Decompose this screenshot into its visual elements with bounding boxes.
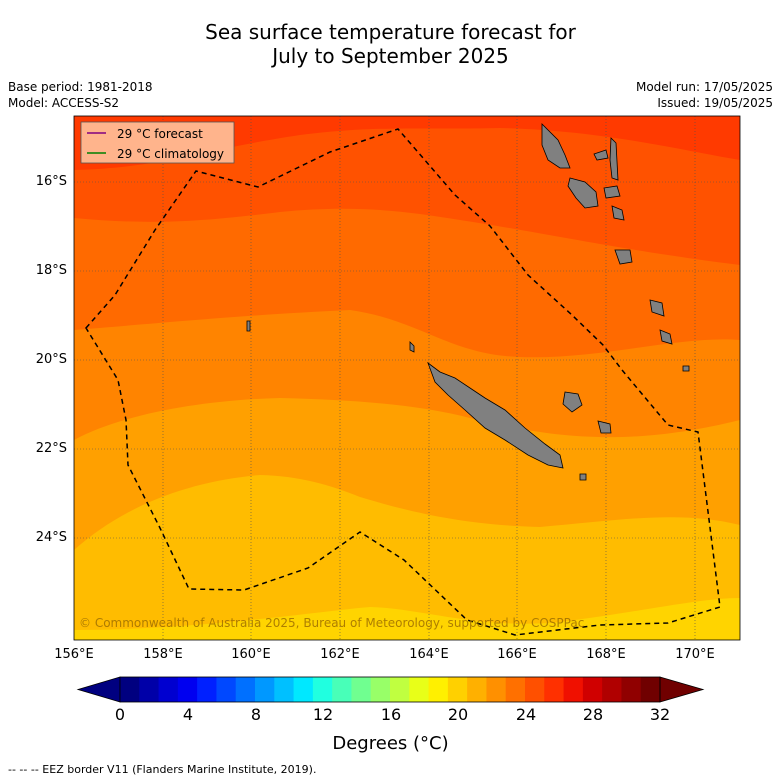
sst-band-6 (74, 475, 740, 640)
loyalty-island-1 (562, 391, 583, 413)
isle-of-pines (579, 473, 587, 481)
colorbar-swatch (158, 677, 179, 702)
colorbar (76, 676, 705, 703)
lon-label-166e: 166°E (497, 647, 537, 662)
lat-label-16s: 16°S (35, 174, 67, 189)
footer-eez-note: -- -- -- EEZ border V11 (Flanders Marine… (8, 763, 317, 776)
loyalty-island-2 (597, 420, 612, 434)
new-caledonia-island (427, 361, 564, 469)
map-legend: 29 °C forecast 29 °C climatology (80, 121, 235, 164)
walpole-island (682, 365, 690, 372)
lat-label-22s: 22°S (35, 441, 67, 456)
colorbar-tick-24: 24 (515, 705, 537, 724)
colorbar-tick-32: 32 (649, 705, 671, 724)
colorbar-swatch (235, 677, 256, 702)
colorbar-swatch (139, 677, 160, 702)
chart-title-line2: July to September 2025 (272, 44, 509, 68)
colorbar-swatch (332, 677, 352, 702)
colorbar-swatch (197, 677, 217, 702)
eez-border (85, 128, 721, 636)
colorbar-label: Degrees (°C) (332, 733, 449, 754)
colorbar-swatch (370, 677, 391, 702)
colorbar-tick-0: 0 (114, 705, 126, 724)
lat-label-20s: 20°S (35, 352, 67, 367)
colorbar-extend-low (76, 676, 121, 703)
colorbar-swatch (486, 677, 507, 702)
map-frame (73, 115, 741, 641)
model-run: Model run: 17/05/2025 (635, 80, 773, 94)
meta-left: Base period: 1981-2018 Model: ACCESS-S2 (8, 79, 153, 111)
vanuatu-island-7 (614, 249, 633, 265)
vanuatu-island-9 (659, 329, 673, 345)
colorbar-swatch (505, 677, 526, 702)
chart-title-line1: Sea surface temperature forecast for (205, 20, 576, 44)
colorbar-swatch (602, 677, 622, 702)
chesterfield-island (246, 320, 251, 332)
vanuatu-island-4 (609, 137, 619, 181)
colorbar-swatch (563, 677, 584, 702)
colorbar-tick-16: 16 (380, 705, 402, 724)
colorbar-swatch (177, 677, 198, 702)
colorbar-tick-8: 8 (250, 705, 262, 724)
lon-label-160e: 160°E (231, 647, 271, 662)
colorbar-swatch (409, 677, 430, 702)
sst-field (74, 116, 740, 640)
legend-climatology-label: 29 °C climatology (117, 147, 224, 161)
colorbar-swatch (525, 677, 545, 702)
colorbar-extend-high (659, 676, 705, 703)
colorbar-tick-28: 28 (582, 705, 604, 724)
meta-right: Model run: 17/05/2025 Issued: 19/05/2025 (636, 79, 773, 111)
colorbar-swatch (582, 677, 603, 702)
colorbar-swatch (447, 677, 468, 702)
vanuatu-island-5 (603, 185, 621, 199)
colorbar-swatch (274, 677, 295, 702)
colorbar-swatch (312, 677, 333, 702)
lon-label-162e: 162°E (320, 647, 360, 662)
colorbar-swatch (351, 677, 372, 702)
legend-forecast-label: 29 °C forecast (117, 127, 203, 141)
lon-label-164e: 164°E (409, 647, 449, 662)
colorbar-swatch (467, 677, 487, 702)
lon-label-170e: 170°E (675, 647, 715, 662)
base-period: Base period: 1981-2018 (8, 80, 153, 94)
land-masses (246, 123, 690, 481)
lat-label-24s: 24°S (35, 530, 67, 545)
colorbar-swatch (640, 677, 661, 702)
vanuatu-island-3 (593, 149, 609, 161)
lon-label-168e: 168°E (586, 647, 626, 662)
graticule (74, 116, 740, 640)
colorbar-swatch (216, 677, 237, 702)
vanuatu-island-1 (541, 123, 571, 169)
colorbar-swatch (293, 677, 314, 702)
colorbar-swatch (544, 677, 565, 702)
copyright-text: © Commonwealth of Australia 2025, Bureau… (79, 616, 584, 630)
sst-band-7 (74, 598, 740, 640)
lon-label-158e: 158°E (143, 647, 183, 662)
legend-box (80, 121, 235, 164)
colorbar-tick-12: 12 (312, 705, 334, 724)
lon-label-156e: 156°E (54, 647, 94, 662)
colorbar-tick-4: 4 (182, 705, 194, 724)
colorbar-tick-20: 20 (447, 705, 469, 724)
lat-label-18s: 18°S (35, 263, 67, 278)
colorbar-frame (119, 676, 661, 703)
colorbar-swatch (390, 677, 410, 702)
colorbar-swatch (120, 677, 140, 702)
model-name: Model: ACCESS-S2 (8, 96, 120, 110)
colorbar-swatch (428, 677, 449, 702)
colorbar-swatch (255, 677, 275, 702)
colorbar-swatch (621, 677, 642, 702)
vanuatu-island-8 (649, 299, 665, 317)
belep-islands (409, 341, 415, 353)
vanuatu-island-2 (567, 177, 599, 209)
vanuatu-island-6 (611, 205, 625, 221)
issued-date: Issued: 19/05/2025 (657, 96, 773, 110)
